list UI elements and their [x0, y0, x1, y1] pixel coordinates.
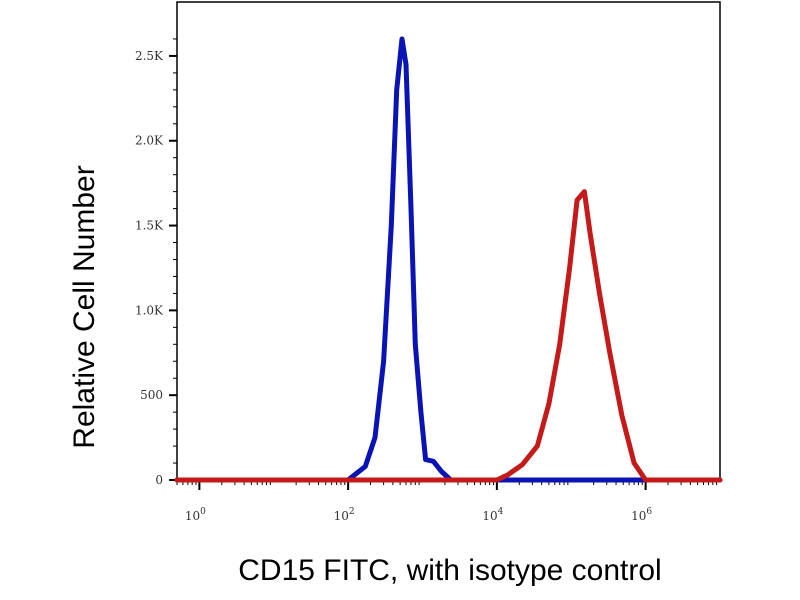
x-tick-label: 106 [631, 507, 652, 523]
y-tick-label: 1.0K [135, 303, 164, 317]
y-axis-ticks: 0 500 1.0K 1.5K 2.0K 2.5K [135, 38, 177, 487]
y-tick-label: 1.5K [135, 219, 164, 233]
plot-frame [176, 1, 721, 482]
x-axis-ticks: 100 102 104 106 [176, 480, 718, 523]
histogram-series-1 [174, 36, 723, 483]
plot-border [176, 1, 721, 481]
x-tick-label: 100 [185, 507, 206, 523]
series-group [174, 36, 723, 483]
y-axis-title: Relative Cell Number [68, 165, 101, 448]
x-axis-title: CD15 FITC, with isotype control [238, 554, 661, 587]
y-tick-label: 2.5K [135, 49, 164, 63]
histogram-series-2 [174, 189, 723, 483]
x-tick-label: 104 [482, 507, 503, 523]
x-tick-label: 102 [334, 507, 355, 523]
y-tick-label: 500 [140, 388, 163, 402]
y-tick-label: 0 [155, 473, 163, 487]
y-tick-label: 2.0K [135, 134, 164, 148]
